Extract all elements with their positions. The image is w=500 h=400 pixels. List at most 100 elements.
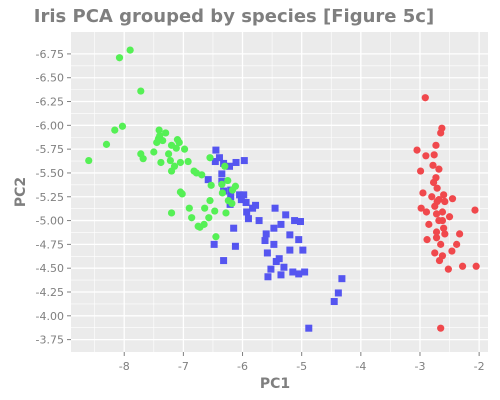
data-point-circle [435, 165, 443, 173]
data-point-circle [157, 158, 165, 167]
y-tick-label: -6.25 [36, 96, 64, 109]
data-point-circle [137, 87, 145, 95]
y-tick-label: -6.75 [36, 48, 64, 61]
data-point-circle [118, 122, 127, 130]
data-point-circle [433, 184, 441, 192]
data-point-circle [221, 162, 229, 170]
data-point-circle [231, 182, 240, 190]
data-point-square [242, 198, 250, 206]
data-point-circle [115, 54, 124, 62]
data-point-square [301, 268, 309, 276]
data-point-square [277, 271, 285, 279]
x-tick-label: -8 [119, 360, 130, 373]
data-point-circle [432, 228, 441, 236]
data-point-circle [180, 145, 189, 153]
data-point-square [212, 146, 220, 154]
data-point-circle [102, 140, 111, 148]
data-point-circle [218, 180, 226, 188]
data-point-circle [419, 189, 427, 197]
data-point-square [330, 298, 338, 306]
plot-background [71, 32, 488, 352]
data-point-square [232, 158, 240, 166]
data-point-circle [456, 230, 464, 238]
data-point-square [270, 224, 278, 232]
data-point-square [280, 263, 288, 271]
data-point-square [277, 220, 285, 228]
data-point-circle [413, 146, 421, 154]
data-point-circle [444, 265, 452, 273]
data-point-circle [422, 152, 430, 160]
data-point-square [262, 230, 270, 238]
y-axis-label: PC2 [13, 177, 29, 207]
y-tick-label: -4.50 [36, 262, 64, 275]
data-point-circle [137, 150, 145, 158]
data-point-square [261, 237, 269, 245]
data-point-circle [111, 126, 119, 134]
data-point-circle [156, 132, 164, 140]
x-tick-label: -4 [355, 360, 366, 373]
data-point-circle [85, 156, 93, 165]
data-point-circle [190, 167, 198, 175]
data-point-square [240, 157, 248, 165]
data-point-circle [435, 216, 443, 225]
data-point-circle [194, 222, 202, 230]
data-point-circle [438, 252, 447, 260]
data-point-square [231, 242, 239, 250]
y-tick-label: -3.75 [36, 334, 64, 347]
data-point-circle [150, 148, 158, 156]
data-point-circle [176, 188, 185, 196]
data-point-circle [432, 234, 441, 242]
y-tick-label: -6.50 [36, 72, 64, 85]
data-point-circle [438, 124, 446, 132]
data-point-circle [431, 249, 439, 257]
y-tick-label: -5.50 [36, 167, 64, 180]
data-point-circle [423, 236, 431, 244]
data-point-circle [166, 156, 174, 165]
data-point-square [291, 217, 299, 225]
data-point-circle [188, 214, 196, 222]
data-point-square [218, 170, 226, 178]
data-point-circle [428, 193, 436, 201]
data-point-circle [432, 141, 440, 149]
data-point-square [240, 191, 248, 199]
x-tick-label: -6 [237, 360, 248, 373]
data-point-circle [416, 167, 425, 175]
data-point-square [220, 257, 228, 265]
data-point-square [286, 246, 294, 254]
data-point-square [295, 236, 303, 244]
data-point-circle [218, 189, 227, 197]
y-tick-label: -6.00 [36, 119, 64, 132]
data-point-square [244, 215, 252, 223]
data-point-circle [205, 214, 213, 222]
data-point-circle [435, 196, 443, 204]
data-point-circle [471, 206, 479, 214]
data-point-circle [206, 154, 214, 162]
data-point-circle [448, 247, 456, 255]
data-point-circle [170, 162, 179, 170]
data-point-square [204, 176, 212, 184]
data-point-square [210, 240, 218, 248]
data-point-square [252, 201, 260, 209]
data-point-circle [184, 157, 192, 166]
data-point-circle [472, 262, 480, 270]
y-tick-label: -5.25 [36, 191, 64, 204]
data-point-circle [224, 176, 232, 185]
data-point-square [275, 255, 283, 263]
y-tick-label: -5.75 [36, 143, 64, 156]
data-point-circle [224, 196, 232, 205]
data-point-square [305, 324, 313, 332]
y-tick-label: -4.75 [36, 238, 64, 251]
data-point-circle [441, 197, 449, 206]
data-point-square [237, 196, 245, 204]
data-point-square [296, 218, 304, 226]
x-tick-label: -3 [414, 360, 425, 373]
data-point-circle [212, 233, 220, 241]
x-tick-label: -5 [296, 360, 307, 373]
data-point-circle [445, 213, 454, 221]
x-tick-label: -7 [178, 360, 189, 373]
data-point-square [334, 289, 342, 297]
data-point-square [299, 246, 307, 254]
data-point-square [211, 158, 219, 166]
